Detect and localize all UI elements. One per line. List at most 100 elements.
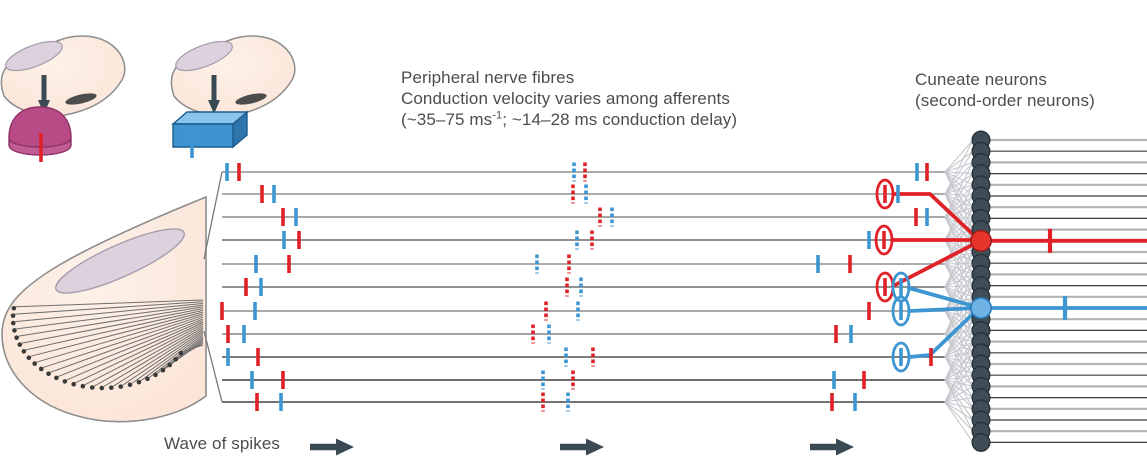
red-convergence-line <box>891 192 980 241</box>
mechanoreceptor-dot <box>10 320 16 326</box>
mechanoreceptor-dot <box>71 381 76 387</box>
mechanoreceptor-dot <box>11 305 17 311</box>
fan-line <box>944 401 974 432</box>
afferent-branch <box>177 342 204 359</box>
mechanoreceptor-dot <box>32 361 37 366</box>
mechanoreceptor-dot <box>99 385 105 391</box>
fan-line <box>944 193 974 219</box>
selected-spike-circle-blue <box>891 341 911 373</box>
fan-line <box>944 262 974 312</box>
fan-line <box>944 310 974 331</box>
afferent-branch <box>131 332 204 384</box>
fan-line <box>944 216 974 242</box>
fingertip <box>170 35 296 117</box>
fan-line <box>944 285 974 312</box>
afferent-branches <box>10 299 204 391</box>
fingerprint-contact-patch <box>65 93 97 105</box>
mechanoreceptor-dot <box>160 367 166 373</box>
fan-line <box>944 216 974 275</box>
mechanoreceptor-dot <box>46 371 51 377</box>
fan-line <box>944 401 974 443</box>
afferent-branch <box>25 309 204 351</box>
right-arrow-head-icon <box>836 438 854 456</box>
selected-spike-circle-blue <box>891 295 911 327</box>
mechanoreceptor-dot <box>10 313 16 318</box>
mechanoreceptor-dot <box>145 376 150 382</box>
fan-bracket-line <box>203 330 223 403</box>
peripheral-label-line2: Conduction velocity varies among afferen… <box>401 89 730 108</box>
superscript: -1 <box>492 109 503 122</box>
peripheral-label-line3: (~35–75 ms-1; ~14–28 ms conduction delay… <box>401 109 738 129</box>
fan-line <box>944 171 974 208</box>
fan-line <box>944 333 974 365</box>
blue-convergence-line <box>907 286 979 309</box>
spike-group-wave-at-cuneate <box>816 163 933 411</box>
spike-group-wave-at-receptors <box>220 163 301 411</box>
afferent-branch <box>43 315 204 368</box>
fan-line <box>944 171 974 186</box>
output-lines <box>981 138 1147 443</box>
mechanoreceptor-dot <box>153 372 158 378</box>
afferent-branch <box>36 313 204 363</box>
afferent-branch <box>50 316 204 373</box>
wave-arrow-2 <box>560 438 604 456</box>
wave-of-spikes-label: Wave of spikes <box>164 434 281 453</box>
afferent-branch <box>149 335 204 378</box>
fingertip <box>0 35 126 117</box>
output-spikes <box>1047 228 1068 320</box>
right-arrow-head-icon <box>336 438 354 456</box>
fingernail <box>55 228 185 294</box>
selected-spike-circle-red <box>875 178 895 210</box>
mechanoreceptor-dot <box>21 349 27 354</box>
fiber-lines <box>222 171 945 403</box>
fan-line <box>944 239 974 286</box>
mechanoreceptor-dot <box>54 375 59 381</box>
fan-line <box>944 239 974 275</box>
afferent-branch <box>18 306 204 337</box>
cuneate-neurons-label: Cuneate neurons (second-order neurons) <box>915 69 1095 111</box>
mechanoreceptor-dot <box>173 356 179 362</box>
mechanoreceptor-dot <box>118 384 124 389</box>
finger-press-box-illustration <box>170 35 296 158</box>
mechanoreceptor-dot <box>127 382 133 388</box>
press-down-arrow-head-icon <box>208 100 220 114</box>
fan-line <box>944 139 974 173</box>
cuneate-neuron <box>971 432 991 452</box>
afferent-branch <box>113 329 204 387</box>
fan-line <box>944 161 974 173</box>
fan-line <box>944 286 974 342</box>
afferent-branch <box>15 299 204 308</box>
fan-line <box>944 401 974 421</box>
peripheral-label-line1: Peripheral nerve fibres <box>401 68 575 87</box>
fan-line <box>944 150 974 173</box>
red-cuneate-neuron <box>969 229 992 252</box>
mechanoreceptor-dot <box>62 379 68 384</box>
peripheral-nerve-fibres-label: Peripheral nerve fibres Conduction veloc… <box>401 67 737 130</box>
fingerprint-contact-patch <box>235 93 267 105</box>
afferent-branch <box>15 302 204 323</box>
fan-bracket <box>203 171 223 403</box>
afferent-branch <box>182 344 204 352</box>
fan-line <box>944 193 974 242</box>
blue-cuneate-neuron <box>969 296 992 319</box>
fingertip-cross-section <box>1 195 207 423</box>
fan-line <box>944 356 974 376</box>
fan-line <box>944 356 974 410</box>
afferent-branch <box>15 301 204 315</box>
fan-line <box>944 193 974 230</box>
divergence-fan <box>944 139 974 443</box>
cuneate-neuron-column <box>969 130 992 452</box>
mechanoreceptor-dot <box>80 383 86 389</box>
mechanoreceptor-dot <box>14 335 19 340</box>
fan-line <box>944 379 974 432</box>
mechanoreceptor-dot <box>167 362 173 368</box>
mechanoreceptor-dot <box>38 366 44 372</box>
fan-line <box>944 263 974 298</box>
wave-arrow-3 <box>810 438 854 456</box>
fan-line <box>944 379 974 410</box>
mechanoreceptor-dot <box>12 328 17 333</box>
fan-line <box>944 171 974 219</box>
fan-line <box>944 379 974 399</box>
spike-group-wave-dispersed <box>531 162 614 412</box>
